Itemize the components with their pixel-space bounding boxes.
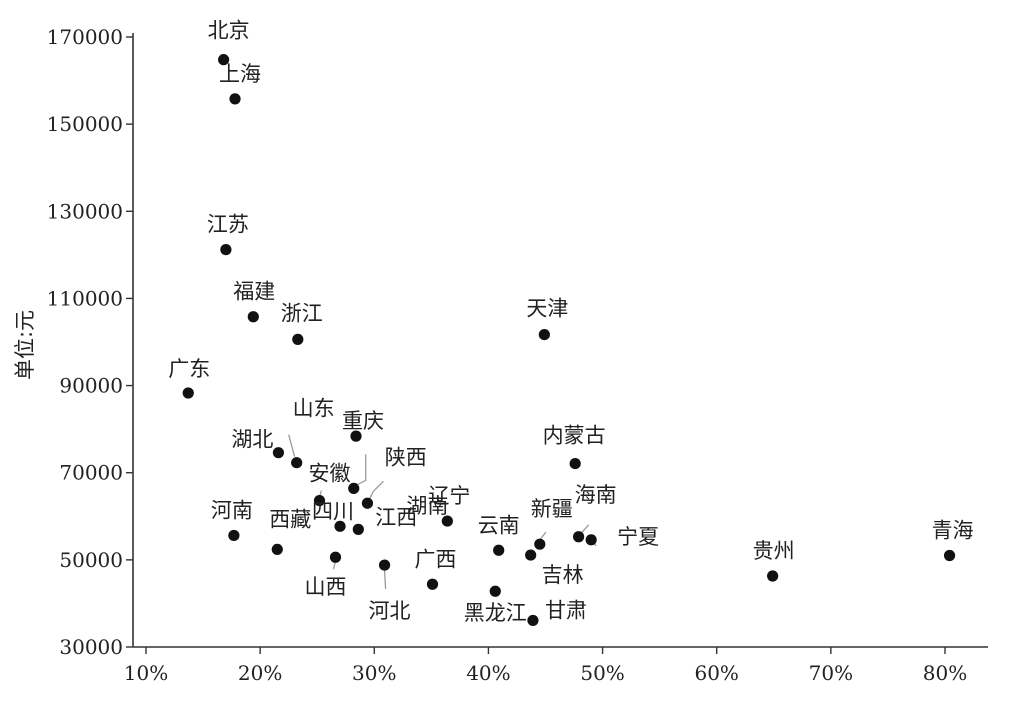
x-tick-label: 10% (124, 661, 168, 685)
point-label: 云南 (478, 513, 520, 537)
point-label: 江西 (375, 505, 417, 529)
x-tick-label: 50% (580, 661, 624, 685)
data-point (489, 585, 501, 597)
data-point (525, 549, 537, 561)
data-point (534, 538, 546, 550)
point-label: 天津 (526, 297, 568, 321)
point-label: 辽宁 (428, 484, 470, 508)
y-tick-label: 90000 (59, 374, 123, 398)
data-point (569, 457, 581, 470)
data-point (441, 515, 453, 527)
data-point (348, 482, 360, 494)
data-point (334, 520, 346, 532)
point-label: 河南 (211, 498, 253, 522)
x-axis: 10% 20% 30% 40% 50% 60% 70% 80% (124, 646, 988, 685)
point-label: 河北 (369, 599, 411, 623)
point-label: 北京 (208, 19, 250, 43)
point-label: 浙江 (281, 301, 323, 325)
data-point (943, 549, 956, 562)
data-point (228, 529, 240, 542)
data-point (767, 570, 779, 582)
data-points (182, 54, 956, 627)
point-label: 山东 (293, 397, 335, 421)
point-label: 贵州 (753, 539, 795, 563)
leader-line (355, 454, 367, 486)
y-axis-label: 单位:元 (13, 310, 37, 380)
leader-line (581, 524, 590, 534)
y-tick-label: 70000 (59, 461, 123, 485)
y-axis: 30000 50000 70000 90000 110000 130000 150000 17… (47, 25, 134, 659)
point-label: 新疆 (531, 497, 573, 521)
point-label: 山西 (304, 575, 346, 599)
point-label: 福建 (233, 280, 275, 304)
y-tick-label: 170000 (47, 25, 123, 49)
data-point (272, 447, 285, 459)
data-point (292, 333, 304, 345)
data-point (527, 614, 539, 627)
x-tick-label: 80% (923, 661, 967, 685)
y-tick-label: 30000 (59, 635, 123, 659)
data-point (247, 311, 259, 323)
point-label: 吉林 (542, 563, 584, 587)
data-point (352, 523, 364, 535)
data-point (378, 559, 391, 571)
leader-line (368, 480, 384, 500)
point-label: 西藏 (269, 507, 311, 531)
x-tick-label: 70% (809, 661, 853, 685)
data-point (493, 544, 505, 556)
x-tick-label: 60% (694, 661, 738, 685)
data-point (220, 244, 232, 256)
point-label: 甘肃 (545, 598, 587, 622)
data-point (218, 54, 230, 66)
y-tick-label: 110000 (47, 286, 123, 310)
data-point (361, 497, 374, 509)
y-tick-label: 50000 (59, 548, 123, 572)
data-point (229, 93, 241, 105)
data-point (426, 578, 439, 590)
point-label: 安徽 (308, 462, 350, 486)
point-label: 广西 (414, 547, 456, 571)
point-label: 黑龙江 (464, 601, 527, 625)
point-label: 海南 (575, 483, 617, 507)
point-label: 重庆 (342, 409, 384, 433)
point-label: 湖北 (231, 428, 273, 452)
leader-line (383, 570, 387, 590)
data-point (313, 495, 326, 507)
data-point (585, 534, 597, 546)
data-point (291, 457, 303, 469)
leader-line (288, 434, 296, 457)
point-label: 青海 (932, 519, 974, 543)
point-label: 四川 (312, 499, 354, 523)
data-point (538, 328, 550, 341)
data-point (329, 551, 342, 563)
point-label: 内蒙古 (543, 424, 606, 448)
point-label: 上海 (219, 62, 261, 86)
data-point (182, 387, 194, 399)
data-point (573, 531, 585, 543)
x-tick-label: 30% (352, 661, 396, 685)
x-tick-label: 20% (238, 661, 282, 685)
point-label: 江苏 (207, 213, 249, 237)
data-point (271, 543, 283, 556)
point-label: 陕西 (385, 445, 427, 469)
y-tick-label: 130000 (47, 199, 123, 223)
x-tick-label: 40% (466, 661, 510, 685)
point-label: 湖南 (406, 494, 448, 518)
point-label: 广东 (168, 357, 210, 381)
y-tick-label: 150000 (47, 112, 123, 136)
data-point (350, 430, 362, 442)
point-label: 宁夏 (617, 525, 659, 549)
